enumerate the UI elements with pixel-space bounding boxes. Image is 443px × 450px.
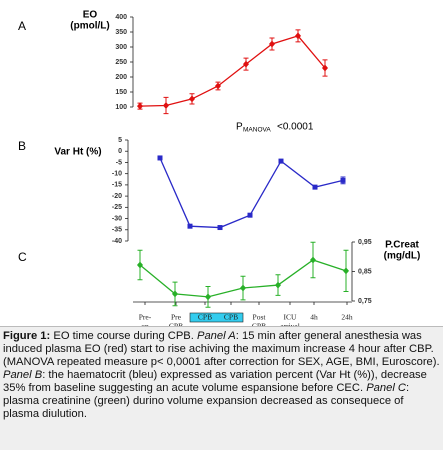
y-tick-label: 250 — [115, 59, 127, 66]
series-line — [139, 35, 326, 107]
y-tick-label: 350 — [115, 29, 127, 36]
y-tick-label: -40 — [112, 238, 122, 245]
caption-text: : the haematocrit (bleu) expressed as va… — [3, 369, 427, 394]
x-tick-label: op — [141, 322, 149, 326]
y-axis-title: Var Ht (%) — [54, 147, 101, 158]
marker — [215, 82, 221, 90]
y-tick-label: 0,75 — [358, 298, 372, 305]
x-tick-label: 24h — [341, 313, 353, 322]
marker — [137, 102, 143, 110]
marker — [187, 223, 193, 229]
marker — [295, 32, 301, 40]
panel-label: C — [18, 250, 27, 264]
y-tick-label: -20 — [112, 193, 122, 200]
annotation-subscript: MANOVA — [243, 127, 271, 134]
y-tick-label: 300 — [115, 44, 127, 51]
cpb-box — [189, 312, 244, 323]
y-tick-label: 400 — [115, 14, 127, 21]
figure: A EO(pmol/L) 100 150 200 250 300 350 400 P MANOVA <… — [18, 10, 421, 326]
x-tick-label: arrival — [280, 322, 300, 326]
x-tick-label: Post — [253, 313, 267, 322]
y-tick-label: -25 — [112, 204, 122, 211]
x-tick-label: CPB — [198, 313, 212, 322]
marker — [340, 177, 346, 183]
caption-label: Figure 1: — [3, 330, 51, 342]
marker — [312, 184, 318, 190]
marker — [217, 225, 223, 231]
caption-text: : plasma creatinine (green) durino volum… — [3, 382, 410, 420]
caption-text: : 15 min after general anesthesia was in… — [3, 330, 440, 368]
marker — [247, 212, 253, 218]
x-tick-label: Pre- — [139, 313, 152, 322]
y-tick-label: -30 — [112, 215, 122, 222]
marker — [310, 256, 316, 264]
y-axis-title: EO — [83, 10, 98, 21]
y-axis-title: P.Creat — [385, 240, 419, 251]
marker — [269, 40, 275, 48]
marker — [278, 158, 284, 164]
y-axis-title: (mg/dL) — [384, 251, 421, 262]
y-tick-label: -15 — [112, 182, 122, 189]
y-tick-label: 0,95 — [358, 239, 372, 246]
caption-panel: Panel A — [197, 330, 236, 342]
y-tick-label: 100 — [115, 104, 127, 111]
marker — [343, 267, 349, 275]
marker — [157, 155, 163, 161]
y-tick-label: -5 — [116, 159, 122, 166]
annotation: P — [236, 122, 243, 133]
y-tick-label: -35 — [112, 227, 122, 234]
y-tick-label: 0 — [118, 148, 122, 155]
y-tick-label: -10 — [112, 171, 122, 178]
x-tick-label: Pre — [171, 313, 182, 322]
y-tick-label: 0,85 — [358, 268, 372, 275]
marker — [240, 284, 246, 292]
marker — [243, 60, 249, 68]
x-tick-label: CPB — [252, 322, 266, 326]
annotation: <0.0001 — [277, 122, 314, 133]
caption: Figure 1: EO time course during CPB. Pan… — [0, 326, 443, 450]
caption-panel: Panel B — [3, 369, 43, 381]
marker — [322, 64, 328, 72]
y-tick-label: 150 — [115, 89, 127, 96]
y-axis-title: (pmol/L) — [70, 21, 109, 32]
marker — [205, 293, 211, 301]
caption-panel: Panel C — [366, 382, 407, 394]
x-tick-label: CPB — [224, 313, 238, 322]
panel-label: A — [18, 19, 26, 33]
marker — [137, 261, 143, 269]
x-tick-label: ICU — [284, 313, 298, 322]
x-tick-label: CPB — [169, 322, 183, 326]
marker — [163, 102, 169, 109]
marker — [172, 290, 178, 298]
marker — [275, 281, 281, 289]
x-tick-label: 4h — [310, 313, 318, 322]
panel-label: B — [18, 139, 26, 153]
y-tick-label: 5 — [118, 137, 122, 144]
y-tick-label: 200 — [115, 74, 127, 81]
caption-text: EO time course during CPB. — [50, 330, 197, 342]
marker — [189, 95, 195, 103]
